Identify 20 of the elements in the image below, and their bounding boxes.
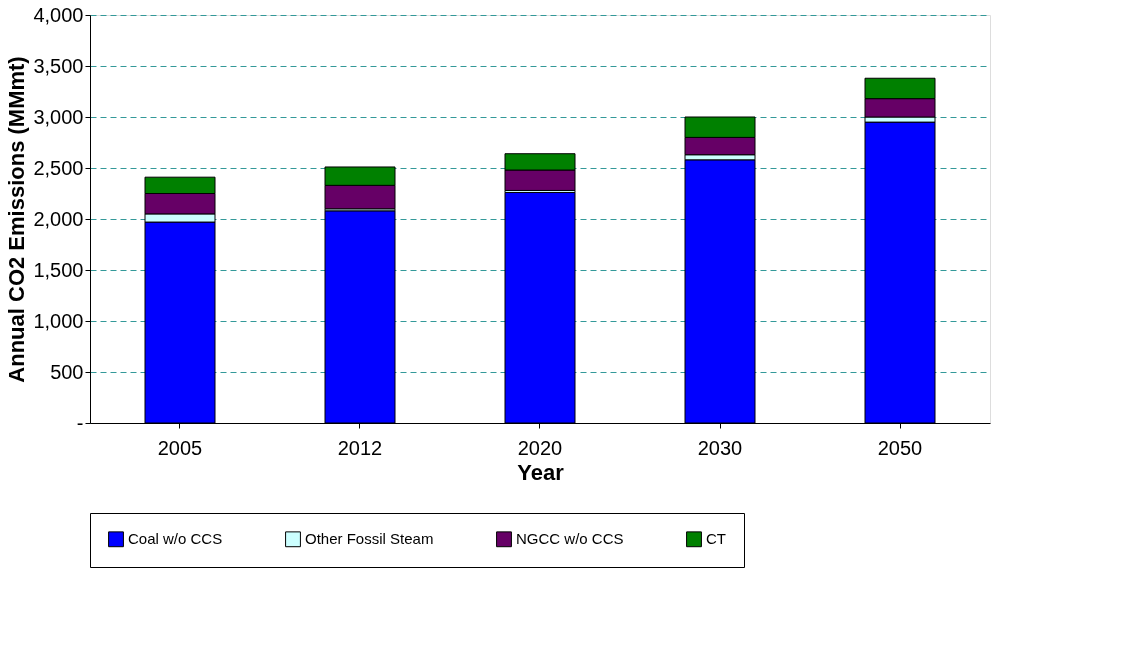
x-axis-title: Year — [517, 459, 565, 485]
x-tick-label: 2030 — [697, 436, 743, 459]
x-tick-label: 2050 — [877, 436, 923, 459]
y-tick-label: 2,500 — [33, 156, 84, 179]
legend-label: NGCC w/o CCS — [516, 530, 624, 548]
y-tick-label: 1,500 — [33, 258, 84, 281]
y-tick-label: 1,000 — [33, 309, 84, 332]
legend-label: CT — [706, 530, 726, 548]
legend-label: Other Fossil Steam — [305, 530, 434, 548]
x-tick-label: 2005 — [157, 436, 203, 459]
y-tick-label: 500 — [50, 360, 84, 383]
x-tick-label: 2020 — [517, 436, 563, 459]
y-tick-label: - — [76, 411, 84, 434]
y-tick-label: 4,000 — [33, 3, 84, 26]
legend-label: Coal w/o CCS — [128, 530, 223, 548]
y-tick-label: 3,000 — [33, 105, 84, 128]
y-tick-label: 3,500 — [33, 54, 84, 77]
y-axis-title: Annual CO2 Emissions (MMmt) — [4, 56, 30, 383]
y-tick-label: 2,000 — [33, 207, 84, 230]
x-tick-label: 2012 — [337, 436, 383, 459]
